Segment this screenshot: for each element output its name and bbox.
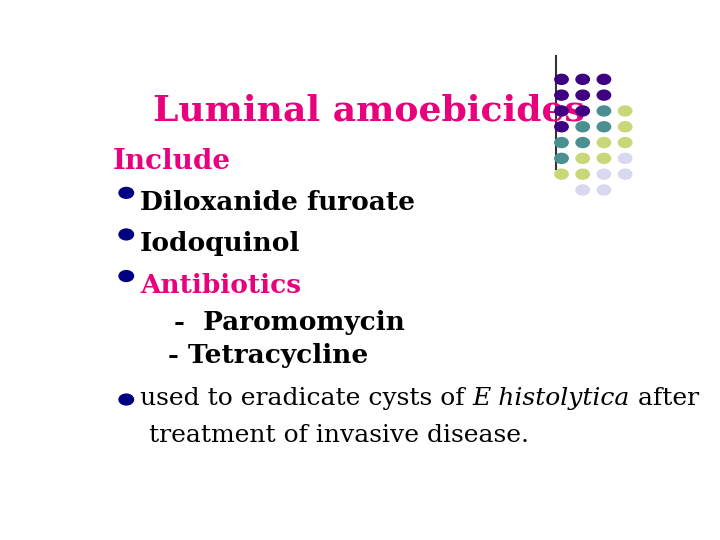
Text: - Tetracycline: - Tetracycline: [168, 343, 369, 368]
Circle shape: [597, 185, 611, 195]
Circle shape: [119, 187, 133, 198]
Circle shape: [618, 153, 632, 163]
Text: Diloxanide furoate: Diloxanide furoate: [140, 190, 415, 214]
Circle shape: [618, 122, 632, 132]
Text: E histolytica: E histolytica: [473, 387, 630, 410]
Circle shape: [576, 122, 590, 132]
Circle shape: [119, 229, 133, 240]
Circle shape: [119, 394, 133, 405]
Circle shape: [597, 90, 611, 100]
Circle shape: [618, 106, 632, 116]
Circle shape: [576, 169, 590, 179]
Circle shape: [119, 271, 133, 281]
Circle shape: [576, 138, 590, 147]
Circle shape: [597, 153, 611, 163]
Circle shape: [597, 106, 611, 116]
Circle shape: [597, 138, 611, 147]
Circle shape: [576, 185, 590, 195]
Circle shape: [618, 138, 632, 147]
Circle shape: [576, 106, 590, 116]
Circle shape: [576, 75, 590, 84]
Text: treatment of invasive disease.: treatment of invasive disease.: [148, 424, 528, 448]
Text: Luminal amoebicides: Luminal amoebicides: [153, 94, 585, 128]
Circle shape: [576, 153, 590, 163]
Text: Antibiotics: Antibiotics: [140, 273, 302, 298]
Circle shape: [555, 138, 568, 147]
Circle shape: [555, 122, 568, 132]
Text: -  Paromomycin: - Paromomycin: [174, 310, 405, 335]
Circle shape: [555, 75, 568, 84]
Circle shape: [555, 90, 568, 100]
Circle shape: [597, 169, 611, 179]
Circle shape: [555, 169, 568, 179]
Circle shape: [576, 90, 590, 100]
Text: after: after: [630, 387, 699, 410]
Text: Include: Include: [112, 148, 230, 175]
Text: Iodoquinol: Iodoquinol: [140, 231, 300, 256]
Circle shape: [597, 122, 611, 132]
Circle shape: [555, 106, 568, 116]
Text: used to eradicate cysts of: used to eradicate cysts of: [140, 387, 473, 410]
Circle shape: [555, 153, 568, 163]
Circle shape: [597, 75, 611, 84]
Circle shape: [618, 169, 632, 179]
